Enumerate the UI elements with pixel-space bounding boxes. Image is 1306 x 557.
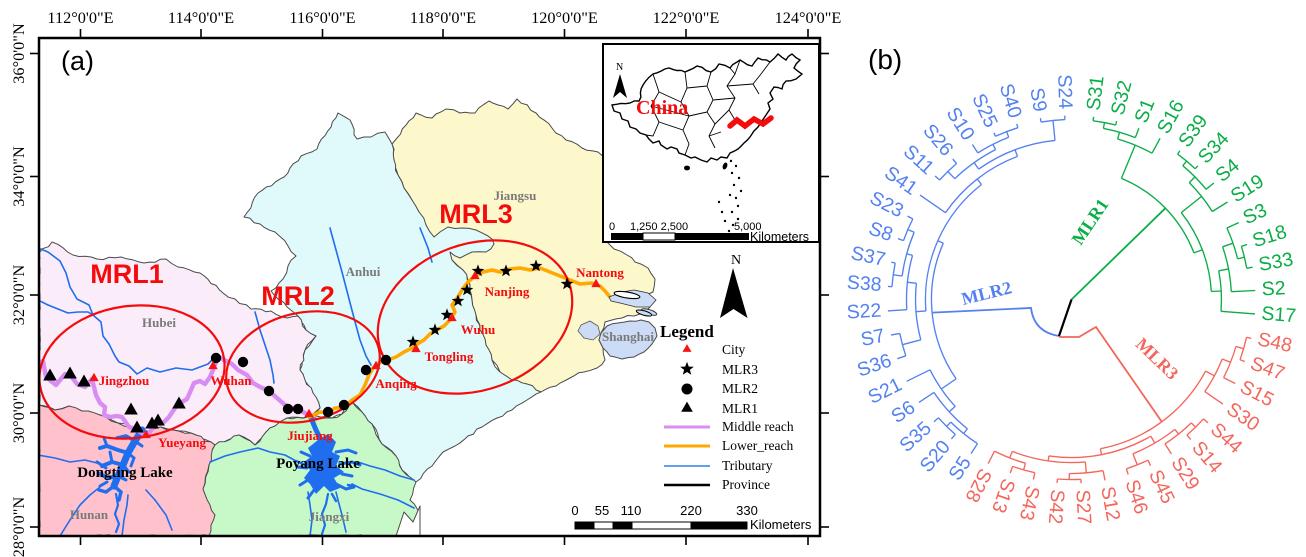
svg-text:Dongting Lake: Dongting Lake (77, 465, 173, 481)
svg-text:Hubei: Hubei (142, 315, 176, 330)
svg-text:S27: S27 (1071, 489, 1095, 525)
svg-text:MRL1: MRL1 (90, 259, 164, 289)
svg-text:S31: S31 (1083, 75, 1109, 112)
svg-text:N: N (616, 62, 623, 73)
svg-text:MLR1: MLR1 (722, 401, 758, 416)
svg-text:Nanjing: Nanjing (485, 284, 530, 299)
svg-text:Kilometers: Kilometers (750, 230, 809, 244)
svg-text:Province: Province (722, 477, 770, 492)
svg-text:Jiangsu: Jiangsu (494, 188, 537, 203)
svg-text:Wuhan: Wuhan (211, 373, 253, 388)
svg-text:China: China (636, 97, 688, 119)
svg-text:(b): (b) (868, 44, 902, 75)
svg-text:S22: S22 (846, 299, 882, 323)
svg-text:Anhui: Anhui (346, 264, 381, 279)
svg-text:Jiangxi: Jiangxi (309, 509, 350, 524)
svg-text:0: 0 (571, 503, 578, 518)
svg-text:Tongling: Tongling (425, 349, 474, 364)
svg-text:36°0'0"N: 36°0'0"N (9, 23, 28, 84)
svg-text:S38: S38 (846, 272, 882, 296)
svg-text:Nantong: Nantong (576, 265, 624, 280)
svg-text:5,000: 5,000 (734, 221, 762, 233)
svg-text:Jingzhou: Jingzhou (99, 373, 150, 388)
svg-text:S17: S17 (1261, 303, 1297, 328)
svg-text:Wuhu: Wuhu (461, 322, 495, 337)
svg-text:(a): (a) (61, 46, 94, 76)
svg-text:S2: S2 (1261, 277, 1286, 300)
svg-text:Shanghai: Shanghai (602, 329, 654, 344)
svg-text:122°0'0"E: 122°0'0"E (653, 8, 720, 27)
svg-text:Jiujiang: Jiujiang (287, 428, 333, 443)
svg-text:Lower_reach: Lower_reach (722, 438, 793, 453)
svg-text:Hunan: Hunan (70, 507, 109, 522)
svg-text:City: City (722, 342, 746, 357)
svg-text:Middle reach: Middle reach (722, 419, 794, 434)
svg-text:MLR2: MLR2 (722, 381, 758, 396)
svg-text:116°0'0"E: 116°0'0"E (289, 8, 355, 27)
svg-text:MRL2: MRL2 (261, 281, 335, 311)
svg-text:S24: S24 (1053, 74, 1076, 110)
svg-text:S42: S42 (1044, 489, 1069, 525)
svg-text:S9: S9 (1025, 86, 1051, 113)
svg-text:N: N (731, 253, 741, 268)
svg-text:330: 330 (736, 503, 758, 518)
svg-text:Kilometers: Kilometers (750, 517, 812, 532)
svg-text:118°0'0"E: 118°0'0"E (410, 8, 476, 27)
svg-text:114°0'0"E: 114°0'0"E (168, 8, 234, 27)
svg-text:34°0'0"N: 34°0'0"N (9, 146, 28, 207)
svg-text:Yueyang: Yueyang (158, 435, 206, 450)
svg-text:28°0'0"N: 28°0'0"N (9, 497, 28, 557)
svg-text:112°0'0"E: 112°0'0"E (47, 8, 113, 27)
svg-text:1,250 2,500: 1,250 2,500 (630, 221, 688, 233)
svg-text:S7: S7 (859, 325, 887, 351)
svg-text:Poyang Lake: Poyang Lake (276, 456, 360, 472)
svg-text:MLR3: MLR3 (722, 362, 758, 377)
svg-text:0: 0 (609, 221, 615, 233)
svg-text:30°0'0"N: 30°0'0"N (9, 383, 28, 444)
svg-text:55: 55 (595, 503, 609, 518)
svg-text:32°0'0"N: 32°0'0"N (9, 265, 28, 326)
svg-text:Tributary: Tributary (722, 458, 773, 473)
svg-text:124°0'0"E: 124°0'0"E (775, 8, 842, 27)
svg-text:110: 110 (621, 503, 642, 518)
svg-text:120°0'0"E: 120°0'0"E (531, 8, 598, 27)
svg-text:Legend: Legend (660, 322, 714, 341)
svg-text:MRL3: MRL3 (439, 199, 513, 229)
svg-text:Anqing: Anqing (375, 376, 417, 391)
svg-text:220: 220 (680, 503, 702, 518)
